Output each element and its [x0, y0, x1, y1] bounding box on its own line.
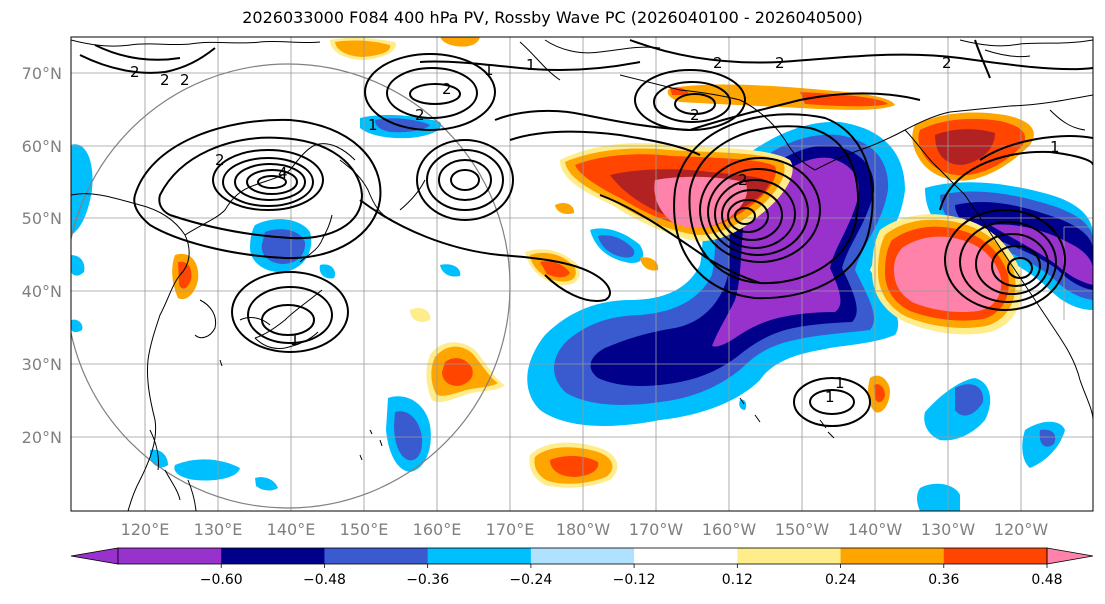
colorbar-segment [221, 548, 325, 564]
contour-label: 1 [368, 116, 378, 134]
contour-label: 1 [1050, 138, 1060, 156]
contour-label: 2 [215, 151, 225, 169]
contour-label: 2 [942, 54, 952, 72]
colorbar-tick-label: −0.36 [406, 572, 449, 588]
colorbar-tick-label: 0.24 [825, 572, 856, 588]
colorbar-tick-label: −0.12 [613, 572, 656, 588]
colorbar-tick-label: 0.36 [928, 572, 959, 588]
contour-label: 4 [278, 164, 288, 182]
lon-label: 130°E [194, 520, 243, 539]
lon-label: 140°E [267, 520, 316, 539]
colorbar-segment [118, 548, 222, 564]
colorbar: −0.60 −0.48 −0.36 −0.24 −0.12 0.12 0.24 0.36 0.4… [70, 547, 1094, 588]
colorbar-extend-max [1046, 547, 1094, 565]
contour-label: 2 [180, 71, 190, 89]
contour-label: 2 [775, 54, 785, 72]
lon-label: 170°E [486, 520, 535, 539]
lon-label: 150°E [340, 520, 389, 539]
colorbar-tick-label: −0.60 [200, 572, 243, 588]
range-ring [71, 63, 511, 509]
colorbar-segment [530, 548, 635, 564]
contour-label: 2 [442, 80, 452, 98]
lon-label: 120°W [994, 520, 1049, 539]
lat-label: 20°N [22, 428, 62, 447]
lon-label: 120°E [121, 520, 170, 539]
lat-label: 60°N [22, 137, 62, 156]
contour-label: 1 [526, 56, 536, 74]
lon-label: 160°E [413, 520, 462, 539]
lat-label: 70°N [22, 64, 62, 83]
lat-label: 40°N [22, 282, 62, 301]
colorbar-segment [737, 548, 842, 564]
lon-label: 140°W [848, 520, 903, 539]
coastlines [71, 39, 1093, 511]
map-panel: 2 2 2 1 2 1 2 2 2 1 4 2 2 2 2 1 1 1 1 [71, 37, 1093, 511]
contour-label: 2 [130, 63, 140, 81]
contour-label: 1 [825, 388, 835, 406]
longitude-labels: 120°E 130°E 140°E 150°E 160°E 170°E 180°… [121, 520, 1049, 539]
contour-label: 1 [484, 61, 494, 79]
pv-contours [79, 39, 1093, 427]
lat-label: 50°N [22, 209, 62, 228]
lat-label: 30°N [22, 355, 62, 374]
colorbar-segment [324, 548, 429, 564]
lon-label: 150°W [775, 520, 830, 539]
colorbar-tick-label: 0.12 [722, 572, 753, 588]
contour-label: 2 [415, 106, 425, 124]
lon-label: 160°W [702, 520, 757, 539]
lon-label: 130°W [921, 520, 976, 539]
map-title: 2026033000 F084 400 hPa PV, Rossby Wave … [242, 8, 863, 27]
colorbar-tick-label: −0.48 [303, 572, 346, 588]
contour-label: 1 [290, 331, 300, 349]
colorbar-segment [840, 548, 945, 564]
contour-label: 2 [738, 171, 748, 189]
lon-label: 180°W [556, 520, 611, 539]
colorbar-tick-label: −0.24 [509, 572, 552, 588]
graticule [71, 37, 1093, 511]
contour-label: 1 [835, 374, 845, 392]
contour-label: 2 [160, 71, 170, 89]
colorbar-segment [634, 548, 738, 564]
colorbar-segment [427, 548, 532, 564]
contour-label: 2 [713, 54, 723, 72]
colorbar-extend-min [70, 547, 119, 565]
colorbar-segment [943, 548, 1048, 564]
lon-label: 170°W [629, 520, 684, 539]
contour-label: 2 [690, 106, 700, 124]
latitude-labels: 70°N 60°N 50°N 40°N 30°N 20°N [22, 64, 62, 447]
map-frame [70, 36, 1094, 512]
contour-label-layer: 2 2 2 1 2 1 2 2 2 1 4 2 2 2 2 1 1 1 1 [130, 54, 1060, 406]
colorbar-frame [117, 547, 1048, 565]
colorbar-tick-label: 0.48 [1031, 572, 1062, 588]
